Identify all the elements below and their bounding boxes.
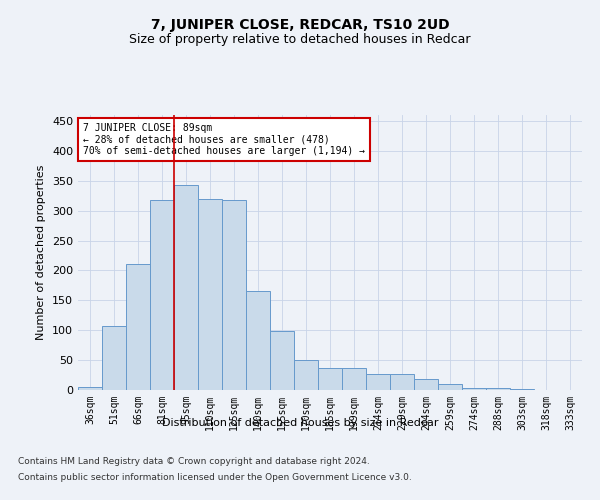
Bar xyxy=(102,326,126,390)
Bar xyxy=(438,384,462,390)
Bar xyxy=(390,374,414,390)
Bar xyxy=(246,292,270,390)
Bar xyxy=(174,185,198,390)
Bar xyxy=(486,388,510,390)
Bar xyxy=(270,331,294,390)
Bar xyxy=(414,378,438,390)
Bar xyxy=(366,374,390,390)
Bar xyxy=(222,200,246,390)
Text: Distribution of detached houses by size in Redcar: Distribution of detached houses by size … xyxy=(162,418,438,428)
Y-axis label: Number of detached properties: Number of detached properties xyxy=(37,165,46,340)
Bar xyxy=(78,387,102,390)
Text: Contains HM Land Registry data © Crown copyright and database right 2024.: Contains HM Land Registry data © Crown c… xyxy=(18,458,370,466)
Text: Contains public sector information licensed under the Open Government Licence v3: Contains public sector information licen… xyxy=(18,472,412,482)
Bar xyxy=(342,368,366,390)
Bar xyxy=(294,360,318,390)
Bar xyxy=(126,264,150,390)
Text: 7, JUNIPER CLOSE, REDCAR, TS10 2UD: 7, JUNIPER CLOSE, REDCAR, TS10 2UD xyxy=(151,18,449,32)
Text: Size of property relative to detached houses in Redcar: Size of property relative to detached ho… xyxy=(129,32,471,46)
Bar xyxy=(318,368,342,390)
Bar xyxy=(462,388,486,390)
Bar xyxy=(150,200,174,390)
Bar xyxy=(198,198,222,390)
Text: 7 JUNIPER CLOSE: 89sqm
← 28% of detached houses are smaller (478)
70% of semi-de: 7 JUNIPER CLOSE: 89sqm ← 28% of detached… xyxy=(83,123,365,156)
